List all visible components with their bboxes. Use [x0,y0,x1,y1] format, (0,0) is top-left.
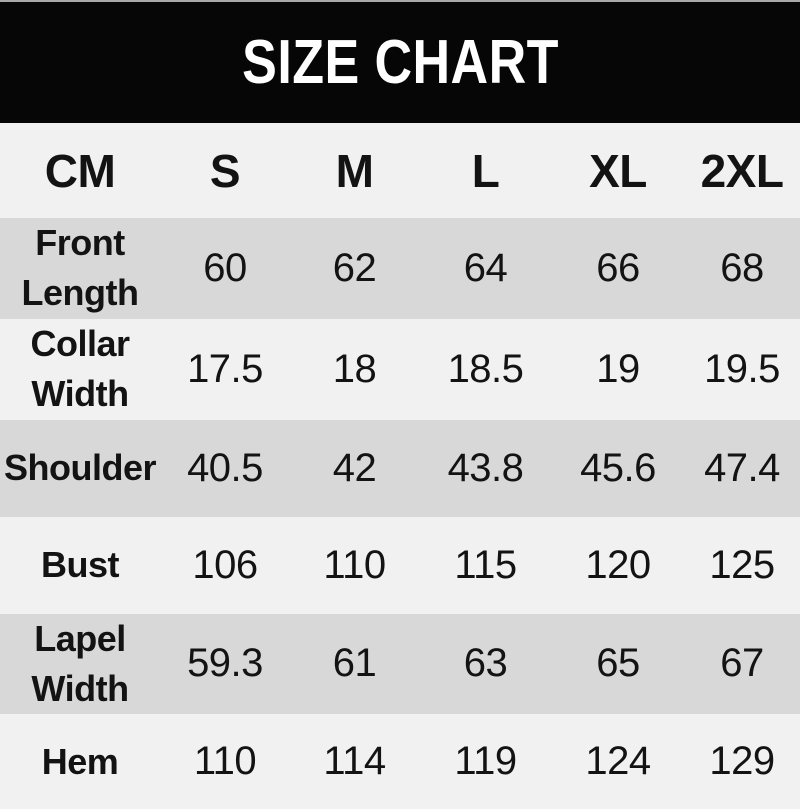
cell-bust-2xl: 125 [709,542,775,587]
cell-lapel-width-s: 59.3 [187,641,263,686]
cell-hem-s: 110 [193,739,257,784]
cell-shoulder-s: 40.5 [187,445,263,490]
cell-shoulder-2xl: 47.4 [704,445,780,490]
cell-hem-2xl: 129 [709,739,775,784]
row-label-hem: Hem [41,740,119,782]
cell-hem-xl: 124 [585,739,651,784]
row-label-collar-width: Collar Width [30,322,130,415]
cell-bust-m: 110 [323,542,386,587]
cell-lapel-width-xl: 65 [596,641,640,686]
column-header-size-2xl: 2XL [700,144,784,197]
column-header-unit: CM [44,144,116,197]
cell-shoulder-m: 42 [332,445,377,490]
cell-bust-l: 115 [454,542,517,587]
column-header-size-xl: XL [589,144,647,197]
page-title: SIZE CHART [241,28,559,97]
cell-shoulder-xl: 45.6 [580,445,656,490]
cell-collar-width-s: 17.5 [187,346,263,391]
table-row-bust: Bust 106 110 115 120 125 [0,516,800,614]
table-header-row: CM S M L XL 2XL [0,123,800,218]
cell-lapel-width-l: 63 [463,641,508,686]
cell-collar-width-xl: 19 [596,346,640,391]
cell-hem-m: 114 [323,739,386,784]
row-label-shoulder: Shoulder [3,446,157,488]
row-label-front-length: Front Length [21,222,139,314]
cell-lapel-width-m: 61 [332,641,377,686]
cell-front-length-l: 64 [463,245,508,290]
cell-collar-width-m: 18 [332,346,377,391]
table-row-front-length: Front Length 60 62 64 66 68 [0,218,800,319]
column-header-size-l: L [471,144,500,197]
column-header-size-m: M [335,144,374,197]
cell-front-length-m: 62 [332,245,377,290]
cell-collar-width-2xl: 19.5 [704,346,780,391]
cell-hem-l: 119 [454,739,517,784]
cell-collar-width-l: 18.5 [447,346,524,391]
table-row-shoulder: Shoulder 40.5 42 43.8 45.6 47.4 [0,419,800,517]
column-header-size-s: S [209,144,241,197]
cell-bust-xl: 120 [585,542,651,587]
row-label-bust: Bust [41,543,120,585]
cell-front-length-xl: 66 [596,245,640,290]
cell-lapel-width-2xl: 67 [720,641,764,686]
table-row-hem: Hem 110 114 119 124 129 [0,714,800,809]
cell-front-length-2xl: 68 [720,245,764,290]
table-row-collar-width: Collar Width 17.5 18 18.5 19 19.5 [0,318,800,420]
cell-front-length-s: 60 [203,245,247,290]
row-label-lapel-width: Lapel Width [31,617,129,709]
size-chart-banner: SIZE CHART [0,0,800,123]
cell-bust-s: 106 [192,542,258,587]
table-row-lapel-width: Lapel Width 59.3 61 63 65 67 [0,613,800,715]
size-chart-table: CM S M L XL 2XL Front Length 60 62 64 66… [0,123,800,809]
cell-shoulder-l: 43.8 [447,445,524,490]
